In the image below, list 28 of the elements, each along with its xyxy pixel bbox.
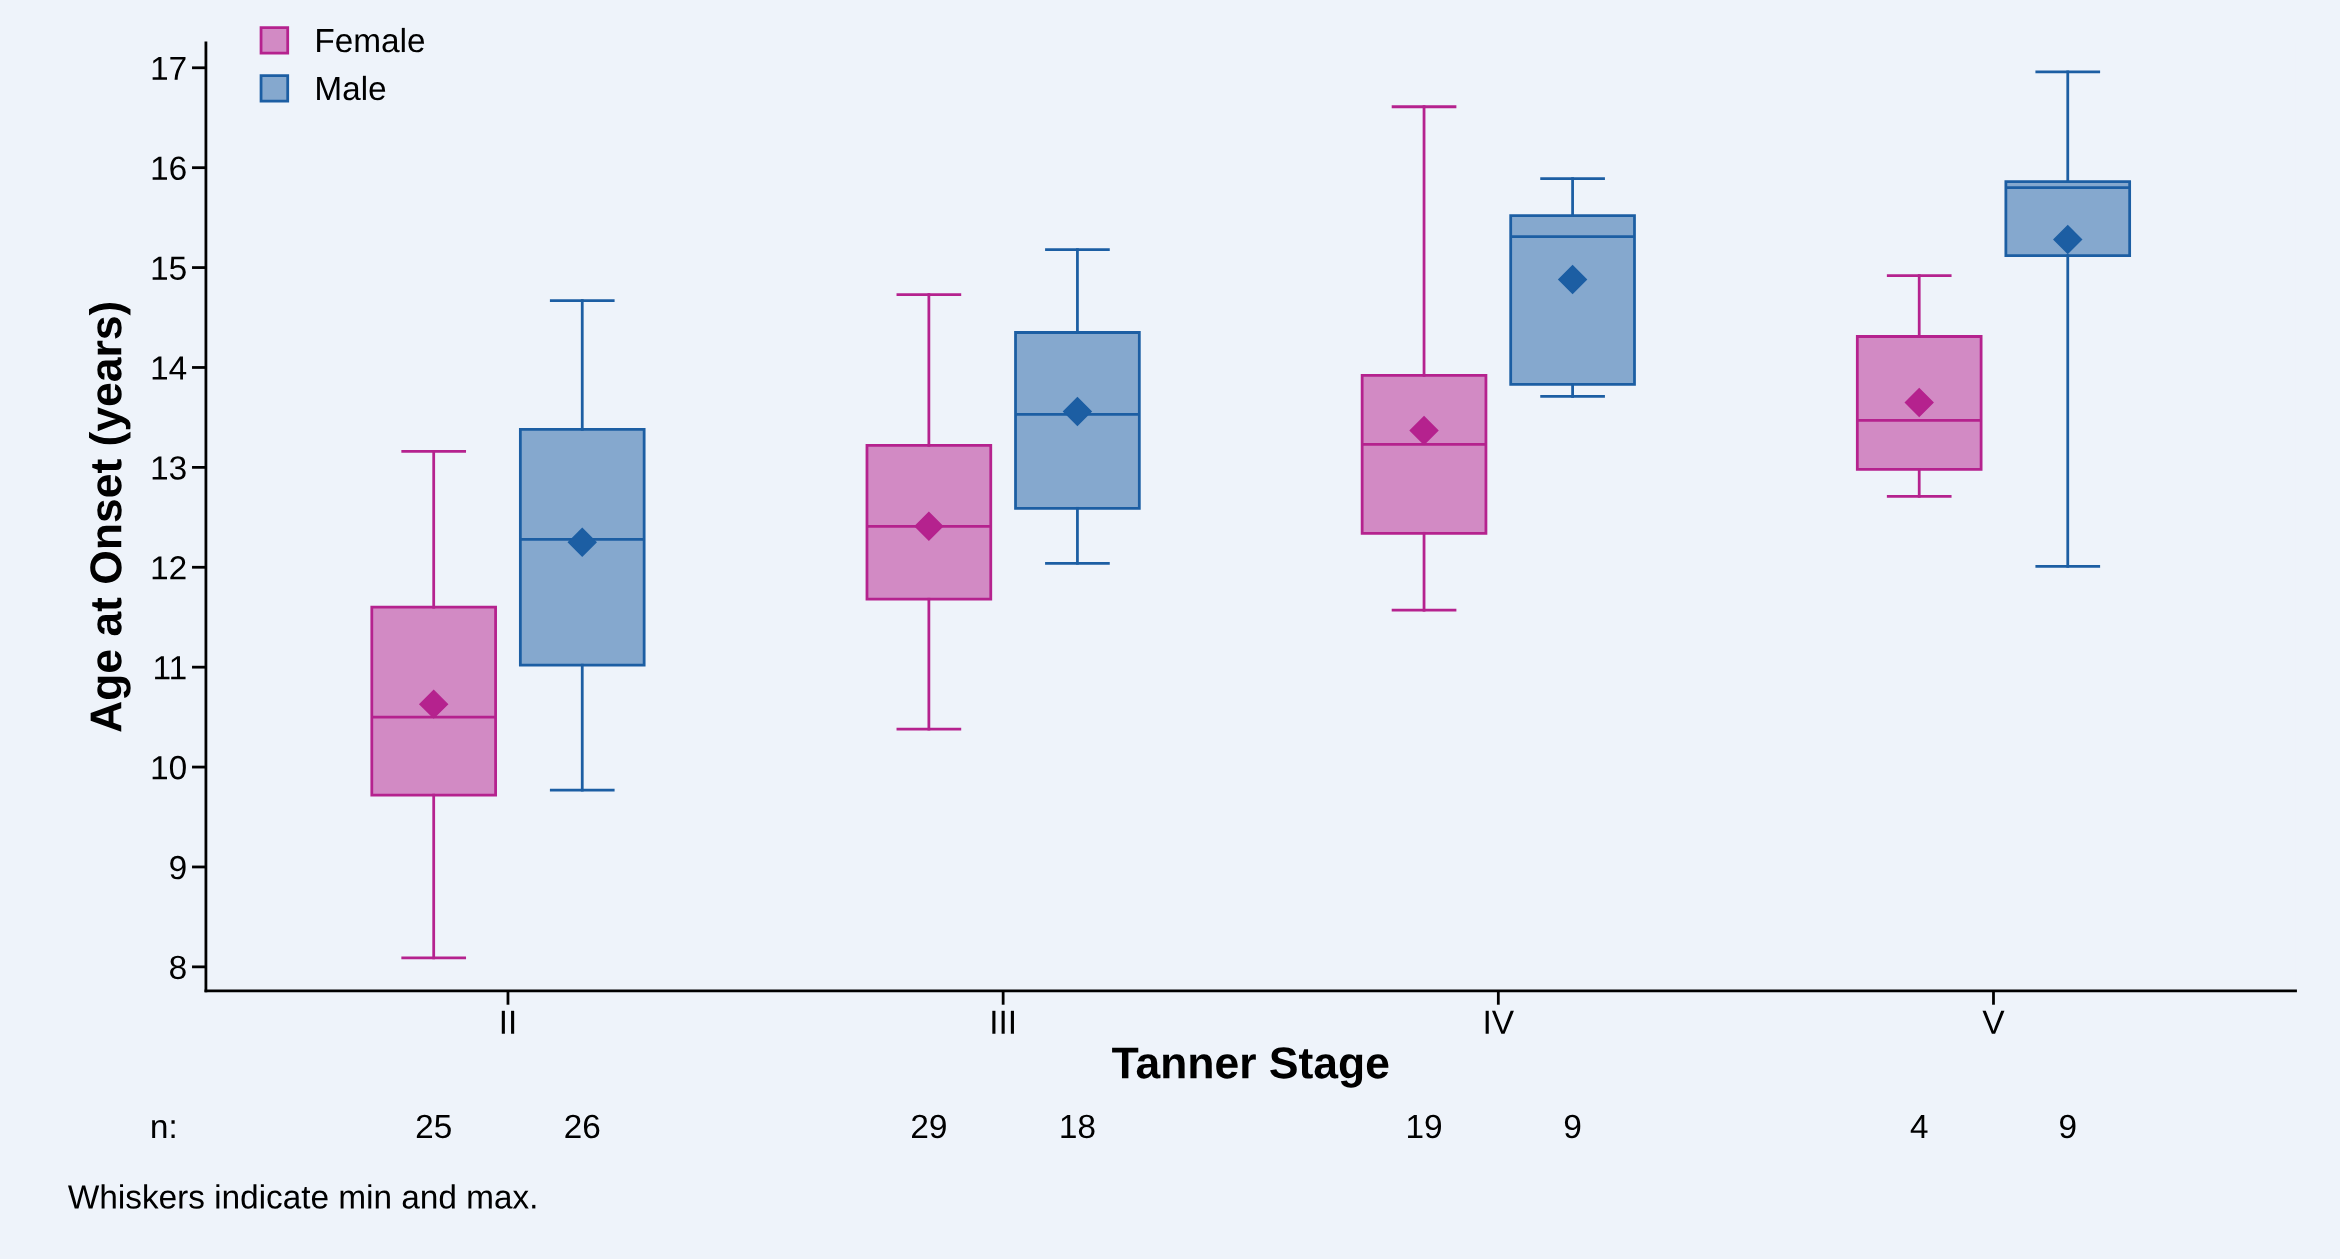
x-tick-label: IV	[1485, 1010, 1514, 1034]
x-tick-label: II	[501, 1010, 515, 1034]
y-tick-label: 17	[152, 56, 186, 80]
y-tick-label: 13	[152, 456, 186, 480]
x-axis-title: Tanner Stage	[1112, 1047, 1389, 1088]
text: 19	[1408, 1114, 1441, 1139]
y-tick-label: 8	[170, 955, 186, 980]
legend-label: Female	[317, 27, 425, 53]
y-tick-label: 9	[170, 855, 186, 880]
text: 25	[416, 1114, 451, 1139]
text: 9	[1564, 1114, 1581, 1139]
legend-label: Male	[317, 75, 386, 101]
y-tick-label: 15	[152, 256, 186, 280]
text: 9	[2060, 1114, 2076, 1139]
text: 18	[1061, 1114, 1095, 1139]
text: 26	[565, 1114, 600, 1139]
text: 4	[1910, 1115, 1928, 1138]
y-axis-title: Age at Onset (years)	[89, 302, 131, 732]
text: Whiskers indicate min and max.	[68, 1184, 536, 1209]
x-tick-label: V	[1982, 1010, 2005, 1034]
y-tick-label: 12	[152, 556, 186, 580]
y-tick-label: 11	[155, 656, 186, 680]
text: n:	[152, 1120, 175, 1138]
x-tick-label: III	[992, 1010, 1014, 1034]
text: 29	[912, 1114, 946, 1139]
y-tick-label: 16	[152, 156, 186, 181]
y-tick-label: 14	[152, 356, 187, 380]
y-tick-label: 10	[152, 755, 186, 780]
